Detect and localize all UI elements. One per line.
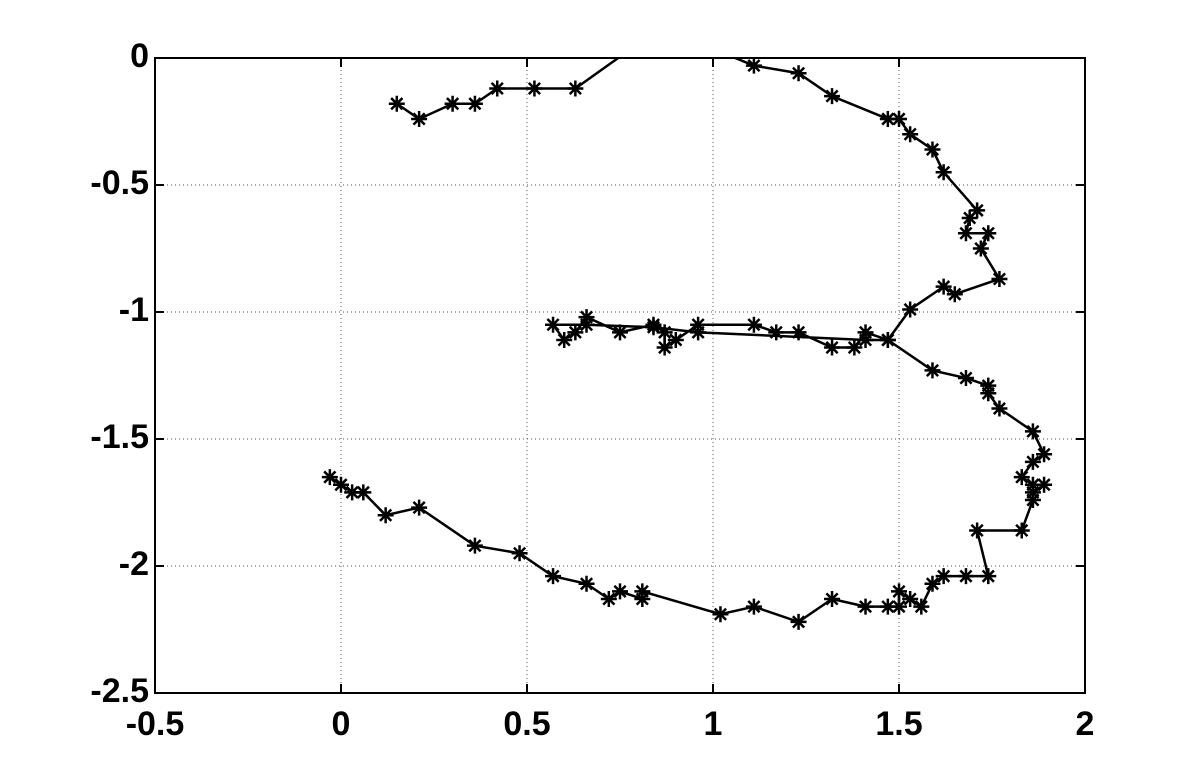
marker (857, 331, 874, 348)
marker (1013, 469, 1030, 486)
marker (745, 598, 762, 615)
marker (578, 575, 595, 592)
marker (556, 331, 573, 348)
marker (790, 324, 807, 341)
marker (902, 591, 919, 608)
data-layer (321, 20, 1053, 630)
x-tick-label: 1 (704, 705, 723, 743)
marker (824, 591, 841, 608)
y-tick-label: -2.5 (90, 672, 149, 710)
marker (567, 324, 584, 341)
y-tick-label: -0.5 (90, 164, 149, 202)
marker (333, 476, 349, 493)
marker (972, 240, 989, 257)
x-tick-label: 0.5 (503, 705, 550, 743)
marker (935, 164, 952, 181)
marker (991, 270, 1008, 287)
marker (344, 484, 361, 501)
marker (612, 324, 628, 341)
marker (545, 316, 562, 333)
marker (578, 316, 595, 333)
marker (768, 324, 785, 341)
marker (1036, 446, 1053, 463)
y-tick-label: -1.5 (90, 418, 149, 456)
tick-labels: -0.5 0 0.5 1 1.5 2 0 -0.5 -1 -1.5 -2 -2.5 (90, 37, 1094, 743)
marker (667, 331, 684, 348)
marker (690, 324, 707, 341)
y-tick-label: -2 (119, 545, 149, 583)
marker (321, 469, 338, 486)
marker (969, 522, 986, 539)
marker (600, 591, 617, 608)
marker (545, 568, 562, 585)
x-tick-label: 2 (1076, 705, 1095, 743)
marker (935, 568, 952, 585)
marker (567, 80, 584, 97)
marker (824, 339, 841, 356)
x-tick-label: -0.5 (126, 705, 185, 743)
marker (355, 484, 372, 501)
marker (388, 95, 405, 112)
marker (891, 598, 907, 615)
marker (891, 583, 907, 600)
marker (377, 507, 394, 524)
marker (489, 80, 506, 97)
marker (511, 545, 528, 562)
x-tick-label: 1.5 (875, 705, 922, 743)
marker (1024, 491, 1041, 508)
marker (656, 339, 673, 356)
marker (980, 225, 997, 242)
marker (653, 20, 669, 36)
marker (969, 202, 986, 219)
marker (1024, 453, 1041, 470)
marker (411, 499, 428, 516)
marker (745, 58, 762, 74)
marker (924, 362, 941, 379)
marker (656, 324, 673, 341)
marker (790, 65, 807, 82)
marker (924, 141, 941, 158)
series-line (329, 58, 1049, 624)
marker (879, 110, 896, 127)
marker (857, 598, 874, 615)
marker (444, 95, 461, 112)
marker (980, 385, 997, 402)
marker (957, 370, 974, 387)
marker (924, 575, 941, 592)
marker (745, 316, 762, 333)
marker (902, 126, 919, 143)
axes-box (154, 57, 1086, 694)
marker (957, 225, 974, 242)
marker (879, 598, 896, 615)
marker (645, 319, 662, 336)
marker (466, 95, 483, 112)
y-tick-label: -1 (119, 291, 149, 329)
marker (1013, 522, 1030, 539)
marker (961, 210, 978, 227)
marker (634, 591, 651, 608)
x-tick-label: 0 (332, 705, 351, 743)
marker (913, 598, 930, 615)
marker (411, 110, 428, 127)
marker (957, 568, 974, 585)
marker (980, 568, 997, 585)
marker (466, 537, 483, 554)
marker (1036, 476, 1053, 493)
marker (824, 88, 841, 105)
marker (991, 400, 1008, 417)
marker (902, 301, 919, 318)
marker (935, 278, 952, 295)
marker (879, 331, 896, 348)
marker (846, 339, 863, 356)
marker (790, 613, 807, 630)
marker (526, 80, 543, 97)
marker (712, 606, 729, 623)
y-tick-label: 0 (130, 37, 149, 75)
marker (946, 286, 963, 303)
marker (1024, 423, 1041, 440)
marker (612, 583, 628, 600)
marker (891, 110, 907, 127)
